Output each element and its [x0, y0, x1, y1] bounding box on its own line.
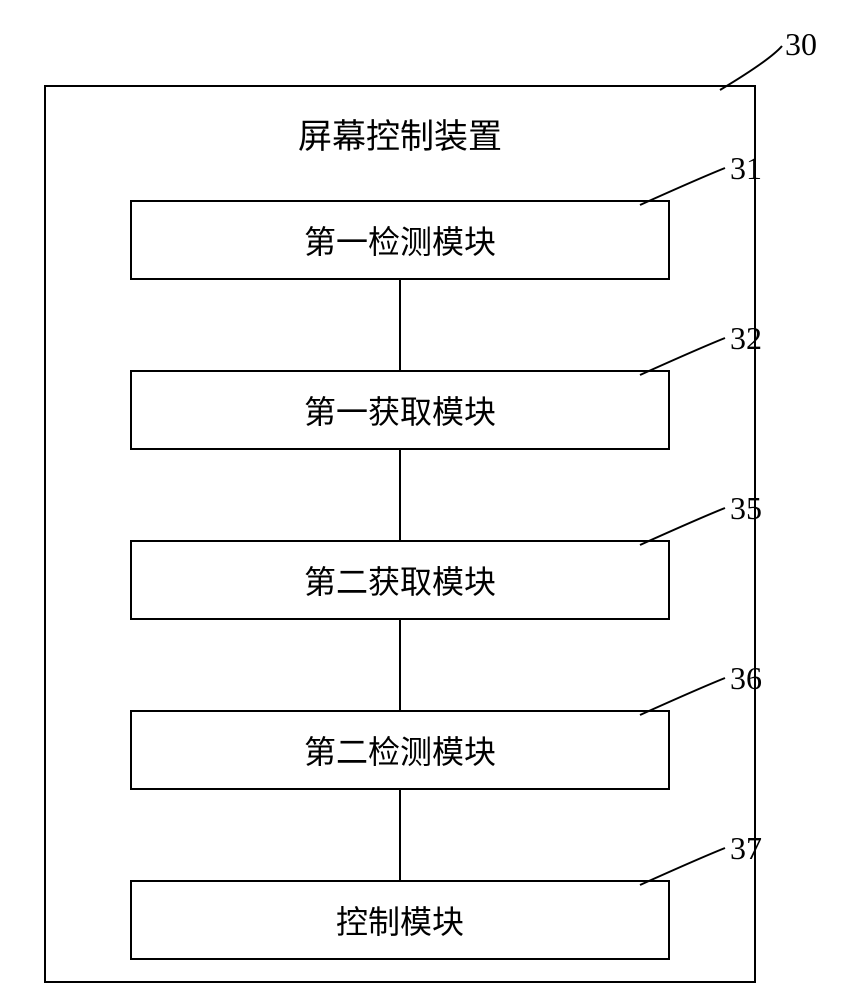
outer-box-num: 30	[785, 26, 817, 63]
module-35-box: 第二获取模块	[130, 540, 670, 620]
module-35-text: 第二获取模块	[304, 557, 496, 603]
connector-3	[399, 790, 401, 880]
module-31-box: 第一检测模块	[130, 200, 670, 280]
title-text: 屏幕控制装置	[298, 119, 502, 156]
diagram-title: 屏幕控制装置	[44, 109, 756, 158]
module-32-num: 32	[730, 320, 762, 357]
module-36-text: 第二检测模块	[304, 727, 496, 773]
module-37-text: 控制模块	[336, 897, 464, 943]
module-36-box: 第二检测模块	[130, 710, 670, 790]
connector-1	[399, 450, 401, 540]
module-36-num: 36	[730, 660, 762, 697]
module-35-num: 35	[730, 490, 762, 527]
connector-0	[399, 280, 401, 370]
module-37-box: 控制模块	[130, 880, 670, 960]
diagram-canvas: 屏幕控制装置 30 第一检测模块 31 第一获取模块 32 第二获取模块 35 第二检测模块…	[0, 0, 851, 1000]
module-31-num: 31	[730, 150, 762, 187]
connector-2	[399, 620, 401, 710]
module-37-num: 37	[730, 830, 762, 867]
module-31-text: 第一检测模块	[304, 217, 496, 263]
module-32-text: 第一获取模块	[304, 387, 496, 433]
module-32-box: 第一获取模块	[130, 370, 670, 450]
